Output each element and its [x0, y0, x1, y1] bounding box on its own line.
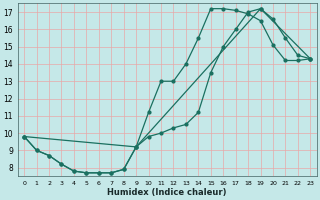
X-axis label: Humidex (Indice chaleur): Humidex (Indice chaleur) — [108, 188, 227, 197]
